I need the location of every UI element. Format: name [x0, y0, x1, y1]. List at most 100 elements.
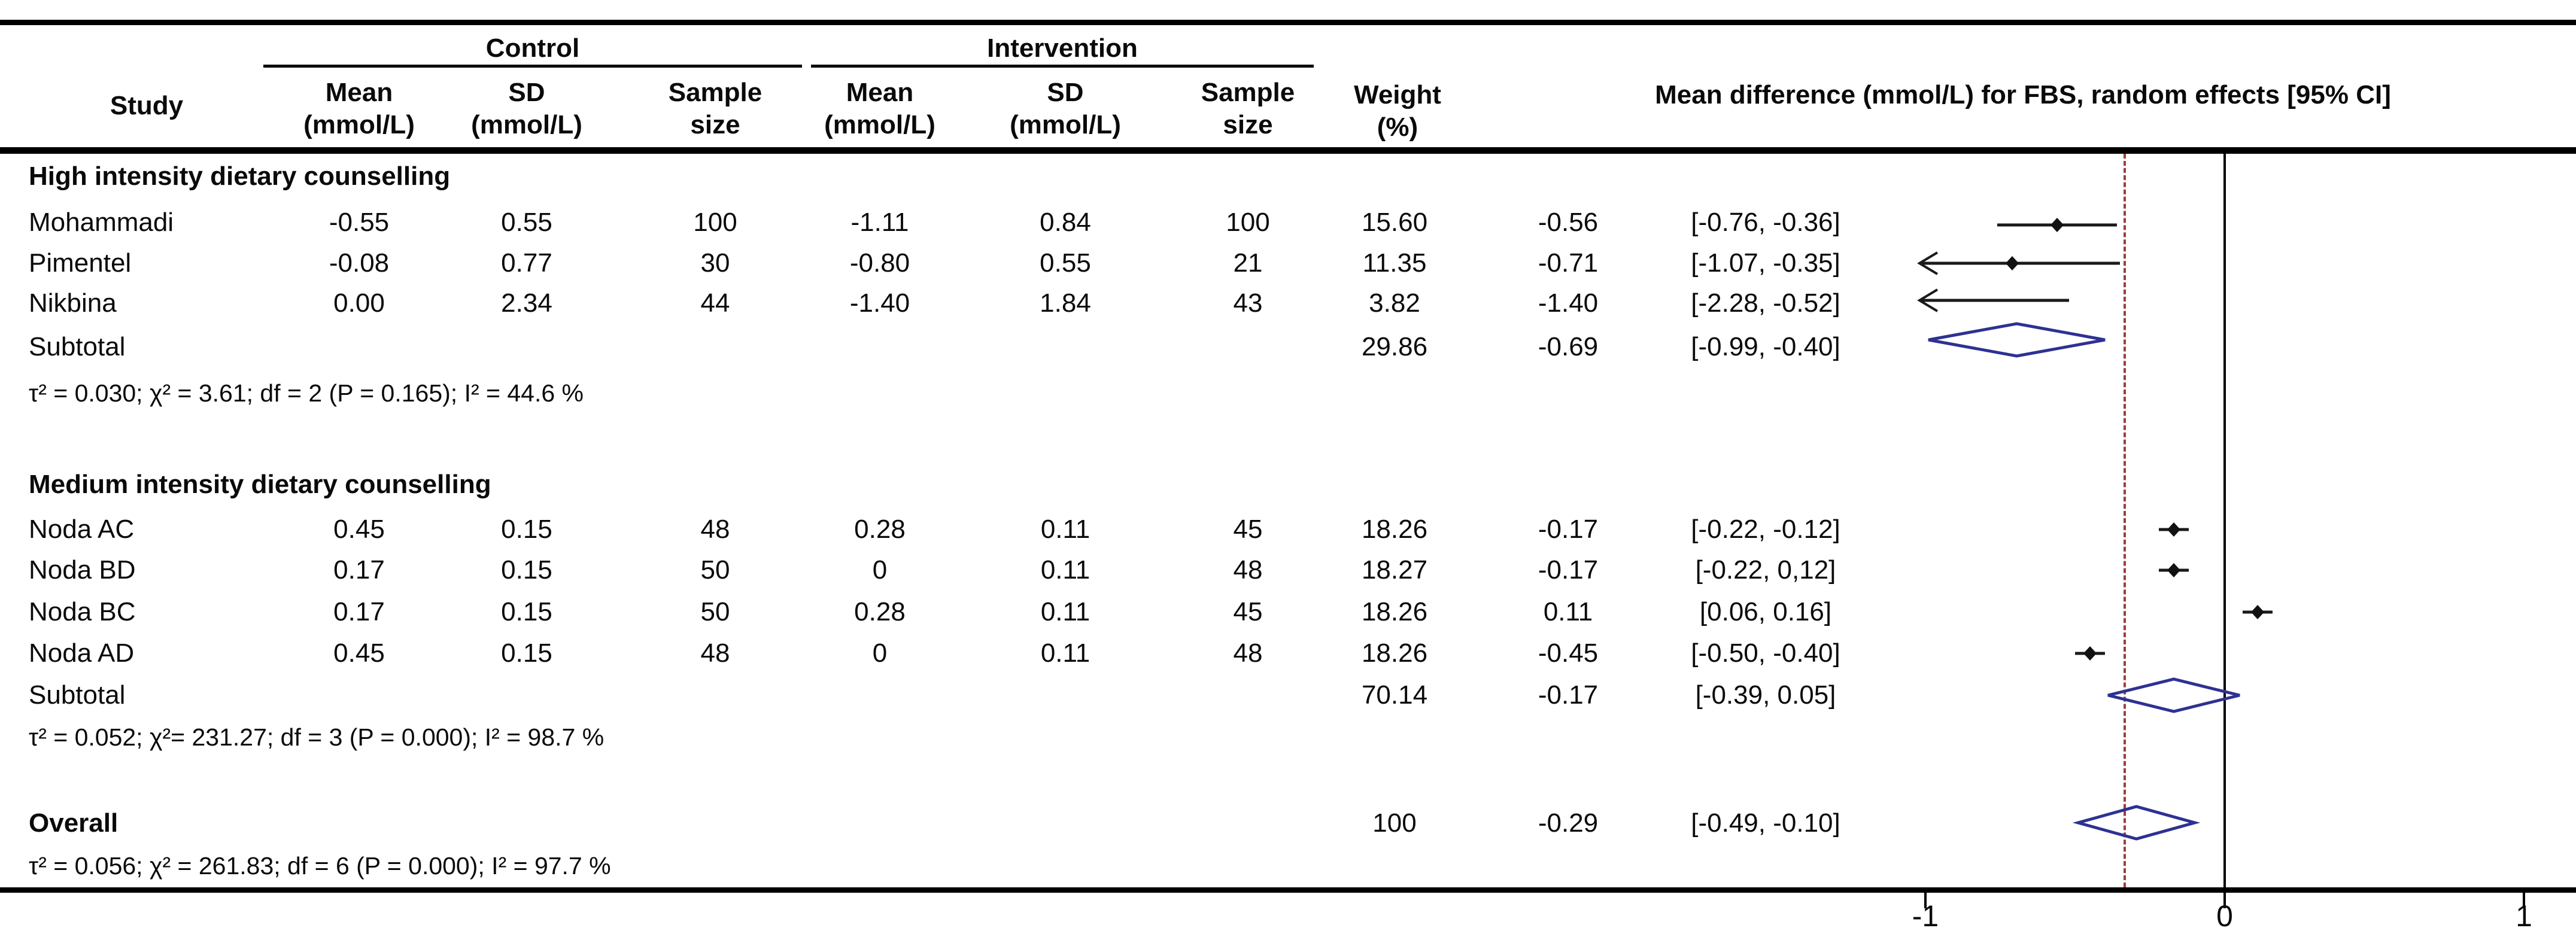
control-underline — [263, 65, 802, 68]
subtotal-row: Subtotal 70.14 -0.17 [-0.39, 0.05] — [0, 676, 2576, 715]
forest-marker-svg — [2075, 646, 2105, 661]
study-name: Noda AD — [29, 638, 135, 668]
group-title: High intensity dietary counselling — [29, 162, 451, 191]
point-estimate-marker — [2167, 522, 2180, 537]
table-bottom-rule — [0, 887, 2576, 893]
study-column-header: Study — [110, 91, 184, 120]
md-value: -1.40 — [1538, 288, 1599, 318]
weight-unit: (%) — [1377, 112, 1418, 142]
control-n: 48 — [700, 638, 730, 668]
point-estimate-marker — [2167, 563, 2180, 577]
table-row: Pimentel -0.08 0.77 30 -0.80 0.55 21 11.… — [0, 244, 2576, 283]
mean-unit: (mmol/L) — [824, 110, 935, 139]
control-n: 100 — [693, 208, 737, 237]
md-value: -0.69 — [1538, 332, 1599, 361]
intervention-mean: 0 — [872, 555, 888, 585]
control-sample-column-header: Sample size — [669, 77, 763, 141]
weight-value: 3.82 — [1369, 288, 1420, 318]
intervention-n: 21 — [1233, 248, 1263, 278]
pooled-diamond — [2107, 677, 2240, 713]
intervention-sd: 1.84 — [1040, 288, 1091, 318]
table-row: Noda AC 0.45 0.15 48 0.28 0.11 45 18.26 … — [0, 510, 2576, 549]
weight-value: 18.26 — [1361, 597, 1428, 626]
study-name: Nikbina — [29, 288, 117, 318]
control-mean: 0.00 — [333, 288, 385, 318]
table-row: Noda BD 0.17 0.15 50 0 0.11 48 18.27 -0.… — [0, 550, 2576, 590]
point-estimate-marker — [2251, 605, 2264, 619]
ci-value: [-0.49, -0.10] — [1691, 808, 1840, 838]
control-sd-column-header: SD (mmol/L) — [471, 77, 582, 141]
weight-value: 29.86 — [1361, 332, 1428, 361]
forest-row — [1909, 316, 2576, 364]
intervention-n: 100 — [1226, 208, 1270, 237]
subtotal-label: Subtotal — [29, 332, 126, 361]
sample-label2: size — [1223, 110, 1273, 139]
ci-value: [-0.76, -0.36] — [1691, 208, 1840, 237]
intervention-mean: -1.40 — [849, 288, 910, 318]
heterogeneity-stats: τ² = 0.030; χ² = 3.61; df = 2 (P = 0.165… — [29, 379, 584, 407]
intervention-sd: 0.11 — [1040, 638, 1090, 668]
table-row: Mohammadi -0.55 0.55 100 -1.11 0.84 100 … — [0, 203, 2576, 242]
pooled-diamond — [2072, 805, 2201, 841]
forest-marker-svg — [2107, 677, 2240, 713]
weight-label: Weight — [1354, 80, 1441, 109]
forest-row — [1909, 239, 2576, 287]
md-value: -0.71 — [1538, 248, 1599, 278]
intervention-mean-column-header: Mean (mmol/L) — [824, 77, 935, 141]
overall-label: Overall — [29, 808, 119, 838]
control-mean: -0.55 — [329, 208, 390, 237]
forest-marker-svg — [1997, 218, 2117, 232]
intervention-sd-column-header: SD (mmol/L) — [1010, 77, 1121, 141]
group-title-row: Medium intensity dietary counselling — [0, 465, 2576, 504]
intervention-sd: 0.84 — [1040, 208, 1091, 237]
axis-tick-label: 0 — [2216, 899, 2233, 933]
forest-marker-svg — [2159, 563, 2189, 577]
weight-value: 11.35 — [1362, 248, 1427, 278]
intervention-n: 48 — [1233, 555, 1263, 585]
control-n: 50 — [700, 597, 730, 626]
ci-value: [-0.39, 0.05] — [1695, 680, 1836, 710]
control-mean-column-header: Mean (mmol/L) — [303, 77, 415, 141]
weight-value: 18.26 — [1361, 515, 1428, 544]
intervention-mean: -0.80 — [849, 248, 910, 278]
group-title: Medium intensity dietary counselling — [29, 470, 491, 499]
forest-row — [1909, 201, 2576, 249]
forest-row — [1909, 276, 2576, 324]
ci-value: [-0.22, 0,12] — [1695, 555, 1836, 585]
ci-value: [-0.99, -0.40] — [1691, 332, 1840, 361]
control-mean: 0.45 — [333, 638, 385, 668]
control-sd: 0.15 — [501, 597, 552, 626]
intervention-n: 45 — [1233, 515, 1263, 544]
sd-label: SD — [1047, 78, 1084, 107]
intervention-mean: 0.28 — [854, 597, 906, 626]
forest-marker-svg — [1917, 251, 2120, 275]
md-value: -0.17 — [1538, 680, 1599, 710]
md-value: -0.45 — [1538, 638, 1599, 668]
effect-column-header: Mean difference (mmol/L) for FBS, random… — [1655, 80, 2391, 109]
mean-label: Mean — [846, 78, 914, 107]
ci-clipped-arrow-icon — [1917, 251, 1939, 275]
control-sd: 2.34 — [501, 288, 552, 318]
pooled-diamond — [1928, 322, 2106, 358]
study-name: Noda BD — [29, 555, 136, 585]
forest-marker-svg — [1928, 322, 2106, 358]
intervention-group-header: Intervention — [987, 34, 1138, 63]
control-n: 50 — [700, 555, 730, 585]
axis-tick — [2523, 893, 2525, 908]
control-group-header: Control — [485, 34, 580, 63]
zero-reference-line — [2223, 154, 2226, 887]
md-value: 0.11 — [1543, 597, 1593, 626]
control-sd: 0.15 — [501, 638, 552, 668]
weight-value: 15.60 — [1361, 208, 1428, 237]
sd-unit: (mmol/L) — [471, 110, 582, 139]
md-value: -0.17 — [1538, 515, 1599, 544]
control-n: 30 — [700, 248, 730, 278]
ci-value: [-2.28, -0.52] — [1691, 288, 1840, 318]
table-header-rule — [0, 147, 2576, 154]
control-mean: 0.17 — [333, 597, 385, 626]
axis-tick-label: -1 — [1912, 899, 1939, 933]
weight-value: 18.26 — [1361, 638, 1428, 668]
forest-row — [1909, 546, 2576, 594]
intervention-mean: 0 — [872, 638, 888, 668]
